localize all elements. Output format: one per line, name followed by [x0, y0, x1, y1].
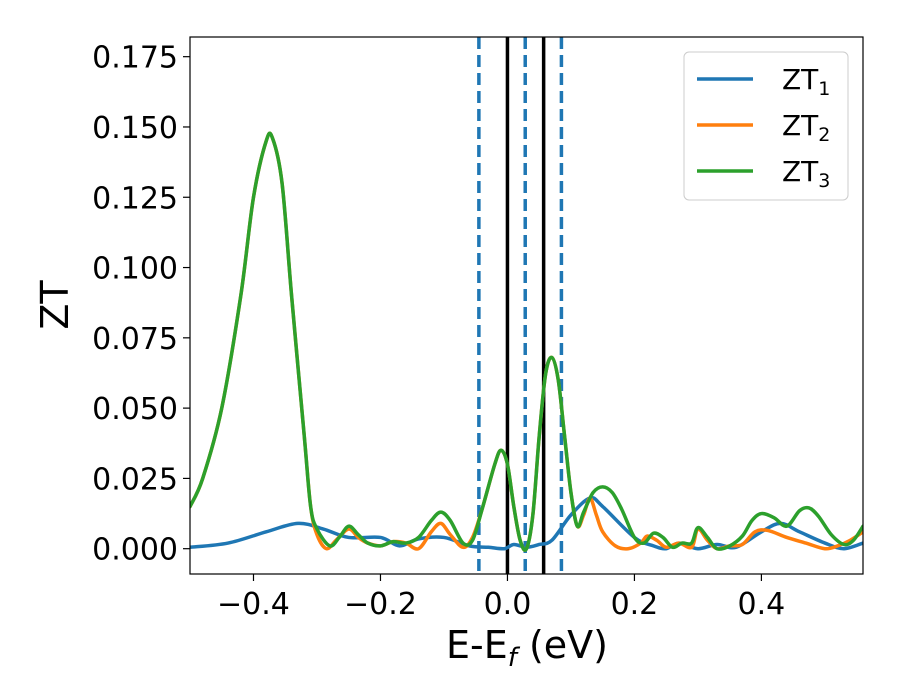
x-axis-title: E-Ef (eV) [446, 623, 608, 673]
x-tick-label: 0.4 [738, 587, 786, 622]
y-axis-title: ZT [33, 280, 77, 330]
y-tick-label: 0.050 [92, 392, 178, 427]
y-tick-label: 0.150 [92, 111, 178, 146]
y-tick-label: 0.075 [92, 322, 178, 357]
legend: ZT1 ZT2 ZT3 [683, 51, 849, 201]
plot-frame [189, 36, 864, 575]
x-tick-label: −0.2 [344, 587, 417, 622]
legend-label-zt3: ZT3 [782, 155, 830, 192]
legend-label-zt2: ZT2 [782, 109, 830, 146]
series-line-zt3 [190, 131, 863, 552]
legend-box [683, 51, 849, 201]
x-tick-label: 0.2 [611, 587, 659, 622]
y-tick-label: 0.025 [92, 462, 178, 497]
vertical-markers [477, 37, 564, 574]
x-tick-label: −0.4 [217, 587, 290, 622]
series-layer [190, 131, 863, 552]
y-tick-label: 0.000 [92, 533, 178, 568]
y-axis-ticks: 0.000 0.025 0.050 0.075 0.100 0.125 0.150 0.175 [92, 41, 190, 568]
y-tick-label: 0.125 [92, 181, 178, 216]
x-tick-label: 0.0 [484, 587, 532, 622]
y-tick-label: 0.175 [92, 41, 178, 76]
y-tick-label: 0.100 [92, 252, 178, 287]
legend-label-zt1: ZT1 [782, 63, 830, 100]
x-axis-ticks: −0.4 −0.2 0.0 0.2 0.4 [217, 574, 785, 622]
